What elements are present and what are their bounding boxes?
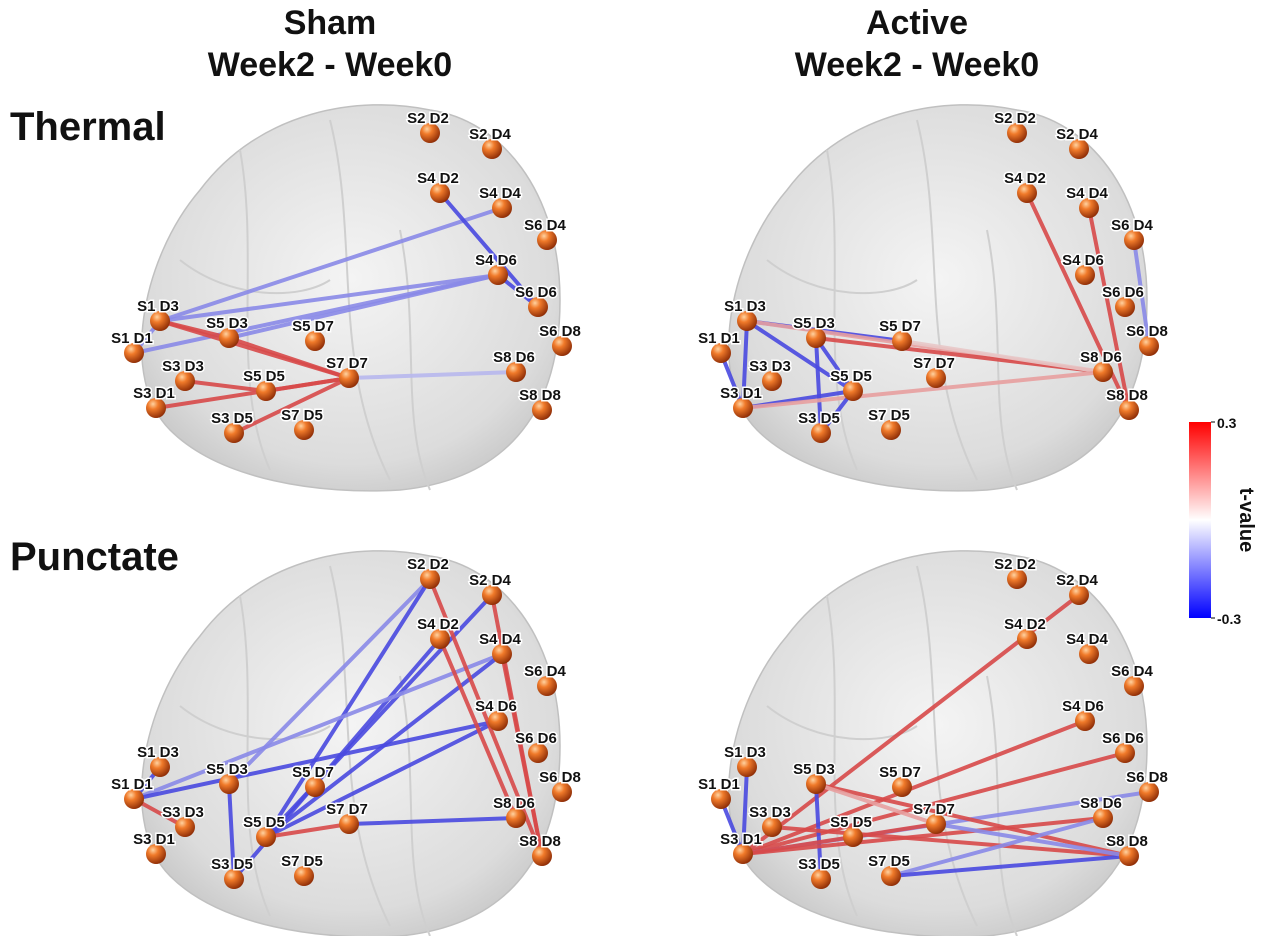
node-label: S2 D2 (994, 110, 1036, 127)
node-label: S8 D6 (493, 795, 535, 812)
node-label: S5 D3 (206, 315, 248, 332)
node-label: S7 D7 (326, 355, 368, 372)
node-label: S1 D3 (724, 744, 766, 761)
node-label: S7 D5 (281, 853, 323, 870)
node-label: S8 D6 (493, 349, 535, 366)
node-label: S3 D1 (133, 831, 175, 848)
node-label: S3 D3 (749, 804, 791, 821)
node-label: S3 D1 (133, 385, 175, 402)
node-label: S2 D4 (1056, 572, 1098, 589)
node-label: S6 D4 (524, 663, 566, 680)
node-label: S6 D4 (524, 217, 566, 234)
node-label: S6 D6 (515, 730, 557, 747)
node-label: S2 D2 (994, 556, 1036, 573)
node-label: S4 D6 (475, 252, 517, 269)
brain (729, 551, 1147, 936)
row-label: Punctate (10, 535, 179, 579)
colorbar-tick-label: 0.3 (1217, 415, 1237, 431)
node-label: S4 D4 (479, 631, 521, 648)
node-label: S4 D4 (1066, 631, 1108, 648)
node-label: S5 D5 (830, 368, 872, 385)
node-label: S7 D7 (326, 801, 368, 818)
colorbar-tick-label: -0.3 (1217, 611, 1241, 627)
node-label: S3 D5 (798, 410, 840, 427)
node-label: S8 D6 (1080, 349, 1122, 366)
node-label: S5 D7 (879, 764, 921, 781)
column-subtitle: Week2 - Week0 (208, 46, 452, 84)
node-label: S1 D1 (111, 330, 153, 347)
colorbar-label: t-value (1235, 488, 1257, 552)
brain (142, 105, 560, 491)
node-label: S3 D5 (211, 410, 253, 427)
node-label: S7 D5 (281, 407, 323, 424)
node-label: S3 D3 (749, 358, 791, 375)
row-label: Thermal (10, 105, 166, 149)
node-label: S4 D6 (475, 698, 517, 715)
node-label: S1 D1 (698, 330, 740, 347)
column-subtitle: Week2 - Week0 (795, 46, 1039, 84)
node-label: S4 D2 (1004, 170, 1046, 187)
node-label: S6 D4 (1111, 217, 1153, 234)
node-label: S2 D4 (469, 126, 511, 143)
node-label: S5 D7 (879, 318, 921, 335)
node-label: S4 D6 (1062, 252, 1104, 269)
node-label: S4 D2 (1004, 616, 1046, 633)
node-label: S5 D5 (830, 814, 872, 831)
node-label: S5 D5 (243, 368, 285, 385)
node-label: S1 D3 (724, 298, 766, 315)
colorbar (1189, 422, 1211, 618)
node-label: S6 D8 (539, 769, 581, 786)
node-label: S2 D4 (469, 572, 511, 589)
node-label: S3 D1 (720, 831, 762, 848)
node-label: S2 D2 (407, 556, 449, 573)
node-label: S5 D3 (206, 761, 248, 778)
node-label: S3 D1 (720, 385, 762, 402)
column-title: Sham (284, 4, 377, 42)
node-label: S6 D6 (1102, 730, 1144, 747)
node-label: S4 D6 (1062, 698, 1104, 715)
node-label: S6 D4 (1111, 663, 1153, 680)
node-label: S1 D1 (698, 776, 740, 793)
brain-panel: S2 D2 S2 D4 S4 D2 S4 D4S6 D4 S4 D6 S6 D6 S6 D8… (111, 551, 581, 936)
node-label: S3 D3 (162, 804, 204, 821)
brain-panel: S2 D2 S2 D4 S4 D2 S4 D4S6 D4 S4 D6 S6 D6 S6 D8… (698, 105, 1168, 491)
node-label: S6 D8 (539, 323, 581, 340)
column-title: Active (866, 4, 968, 42)
node-label: S7 D5 (868, 853, 910, 870)
node-label: S4 D2 (417, 170, 459, 187)
node-label: S4 D4 (1066, 185, 1108, 202)
node-label: S2 D2 (407, 110, 449, 127)
node-label: S3 D5 (798, 856, 840, 873)
node-label: S6 D6 (1102, 284, 1144, 301)
node-label: S6 D6 (515, 284, 557, 301)
brain (729, 105, 1147, 491)
node-label: S5 D3 (793, 315, 835, 332)
node-label: S7 D5 (868, 407, 910, 424)
node-label: S5 D7 (292, 318, 334, 335)
node-label: S1 D1 (111, 776, 153, 793)
panels: S2 D2S2 D4S4 D2S4 D4S6 D4S4 D6S6 D6S6 D8… (111, 105, 1168, 936)
node-label: S4 D2 (417, 616, 459, 633)
brain-panel: S2 D2 S2 D4 S4 D2 S4 D4S6 D4 S4 D6 S6 D6 S6 D8… (698, 551, 1168, 936)
node-label: S1 D3 (137, 298, 179, 315)
node-label: S5 D7 (292, 764, 334, 781)
node-label: S8 D8 (519, 387, 561, 404)
node-label: S6 D8 (1126, 323, 1168, 340)
node-label: S1 D3 (137, 744, 179, 761)
node-label: S3 D3 (162, 358, 204, 375)
figure: Sham Week2 - Week0 Active Week2 - Week0 … (0, 0, 1261, 936)
node-label: S5 D5 (243, 814, 285, 831)
node-label: S5 D3 (793, 761, 835, 778)
node-label: S8 D8 (1106, 387, 1148, 404)
node-label: S4 D4 (479, 185, 521, 202)
node-label: S6 D8 (1126, 769, 1168, 786)
node-label: S7 D7 (913, 801, 955, 818)
node-label: S8 D6 (1080, 795, 1122, 812)
node-label: S7 D7 (913, 355, 955, 372)
node-label: S8 D8 (1106, 833, 1148, 850)
node-label: S2 D4 (1056, 126, 1098, 143)
node-label: S8 D8 (519, 833, 561, 850)
node-label: S3 D5 (211, 856, 253, 873)
